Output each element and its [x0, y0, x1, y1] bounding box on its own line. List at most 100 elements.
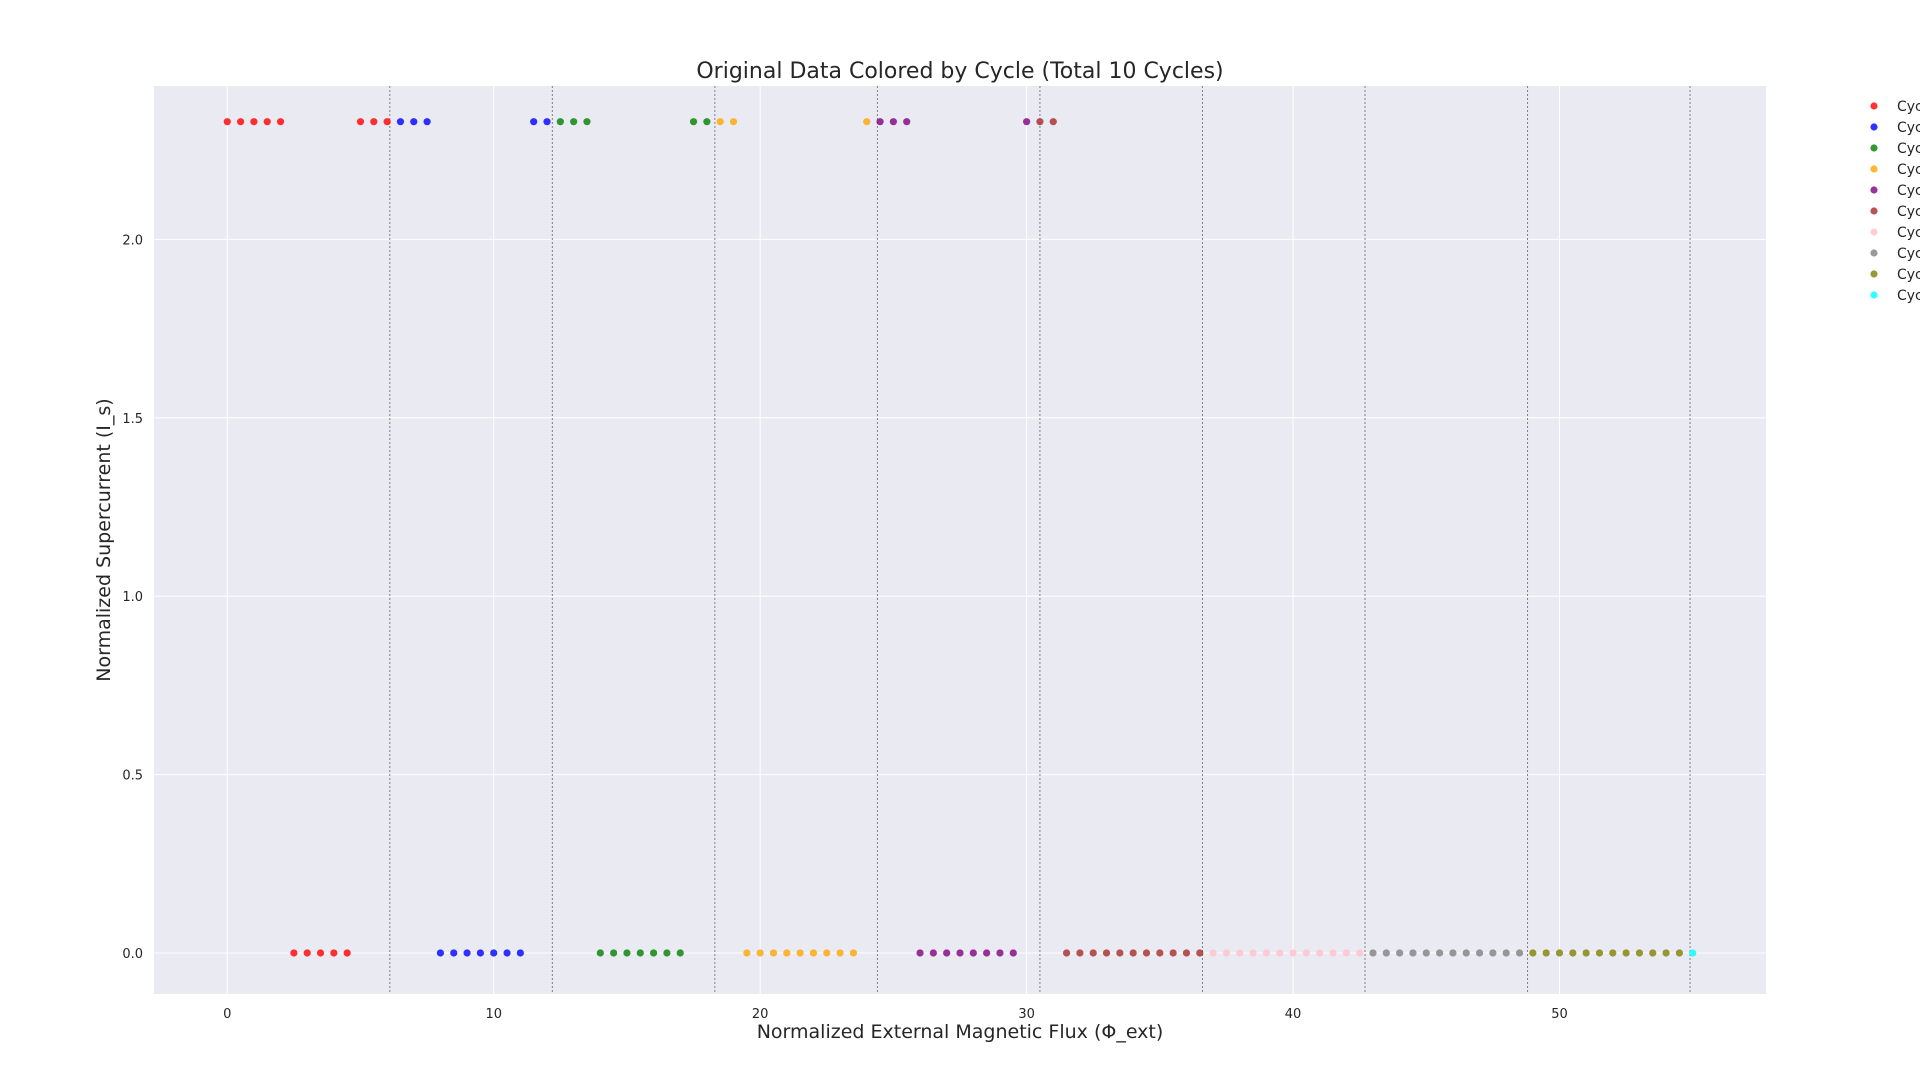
data-point	[1209, 949, 1217, 957]
data-points	[223, 118, 1697, 957]
data-point	[1396, 949, 1404, 957]
data-point	[1369, 949, 1377, 957]
data-point	[983, 949, 991, 957]
data-point	[1249, 949, 1257, 957]
data-point	[423, 118, 431, 126]
data-point	[943, 949, 951, 957]
x-tick-label: 0	[223, 1007, 231, 1022]
data-point	[530, 118, 538, 126]
data-point	[1102, 949, 1111, 957]
data-point	[1595, 949, 1604, 957]
data-point	[290, 949, 298, 957]
data-point	[1555, 949, 1564, 957]
data-point	[316, 949, 325, 957]
cycle-boundaries	[389, 86, 1691, 994]
data-point	[356, 118, 365, 126]
data-point	[689, 118, 698, 126]
data-point	[516, 949, 524, 957]
data-point	[1196, 949, 1204, 957]
data-point	[596, 949, 604, 957]
data-point	[1449, 949, 1457, 957]
x-tick-labels: 0 10 20 30 40 50	[223, 1007, 1568, 1022]
data-point	[1342, 949, 1350, 957]
data-point	[1422, 949, 1430, 957]
data-point	[1049, 118, 1057, 126]
data-point	[956, 949, 964, 957]
data-point	[916, 949, 924, 957]
data-point	[1316, 949, 1324, 957]
data-point	[1116, 949, 1124, 957]
data-point	[743, 949, 751, 957]
x-axis-label: Normalized External Magnetic Flux (Φ_ext…	[757, 1021, 1164, 1043]
legend-label: Cyc	[1897, 267, 1920, 283]
data-point	[370, 118, 378, 126]
y-tick-label: 2.0	[122, 233, 143, 248]
data-point	[1635, 949, 1644, 957]
legend-label: Cyc	[1897, 288, 1920, 304]
data-point	[716, 118, 724, 126]
plot-area	[154, 86, 1766, 994]
legend-marker	[1870, 123, 1878, 131]
data-point	[1023, 118, 1031, 126]
data-point	[823, 949, 831, 957]
data-point	[1622, 949, 1630, 957]
data-point	[756, 949, 764, 957]
data-point	[330, 949, 338, 957]
y-tick-label: 0.0	[122, 947, 143, 962]
data-point	[1262, 949, 1271, 957]
data-point	[1662, 949, 1670, 957]
data-point	[1142, 949, 1151, 957]
data-point	[476, 949, 484, 957]
legend-label: Cyc	[1897, 204, 1920, 220]
data-point	[1302, 949, 1310, 957]
data-point	[1436, 949, 1444, 957]
data-point	[1356, 949, 1364, 957]
data-point	[1329, 949, 1337, 957]
legend-marker	[1870, 186, 1878, 194]
x-tick-label: 10	[485, 1007, 502, 1022]
x-tick-label: 20	[752, 1007, 769, 1022]
legend-marker	[1870, 165, 1878, 173]
data-point	[903, 118, 911, 126]
data-point	[1542, 949, 1550, 957]
legend-label: Cyc	[1897, 246, 1920, 262]
data-point	[1529, 949, 1537, 957]
data-point	[396, 118, 405, 126]
data-point	[570, 118, 578, 126]
data-point	[543, 118, 551, 126]
data-point	[929, 949, 937, 957]
y-tick-label: 0.5	[122, 769, 143, 784]
data-point	[1089, 949, 1097, 957]
data-point	[663, 949, 671, 957]
x-tick-label: 30	[1018, 1007, 1035, 1022]
data-point	[1236, 949, 1244, 957]
data-point	[649, 949, 658, 957]
data-point	[1569, 949, 1577, 957]
data-point	[783, 949, 791, 957]
legend-marker	[1870, 144, 1878, 152]
grid-lines	[154, 86, 1766, 994]
data-point	[1689, 949, 1697, 957]
data-point	[343, 949, 351, 957]
data-point	[1076, 949, 1084, 957]
legend-marker	[1870, 228, 1878, 236]
legend-label: Cyc	[1897, 120, 1920, 136]
data-point	[836, 949, 844, 957]
data-point	[250, 118, 258, 126]
data-point	[1129, 949, 1137, 957]
data-point	[1475, 949, 1484, 957]
y-tick-label: 1.5	[122, 412, 143, 427]
data-point	[809, 949, 818, 957]
data-point	[583, 118, 591, 126]
data-point	[410, 118, 418, 126]
data-point	[876, 118, 884, 126]
x-tick-label: 50	[1551, 1007, 1568, 1022]
data-point	[1289, 949, 1297, 957]
data-point	[236, 118, 245, 126]
data-point	[1515, 949, 1524, 957]
legend-marker	[1870, 102, 1878, 110]
data-point	[996, 949, 1004, 957]
data-point	[556, 118, 564, 126]
data-point	[889, 118, 897, 126]
chart-title: Original Data Colored by Cycle (Total 10…	[696, 59, 1223, 84]
